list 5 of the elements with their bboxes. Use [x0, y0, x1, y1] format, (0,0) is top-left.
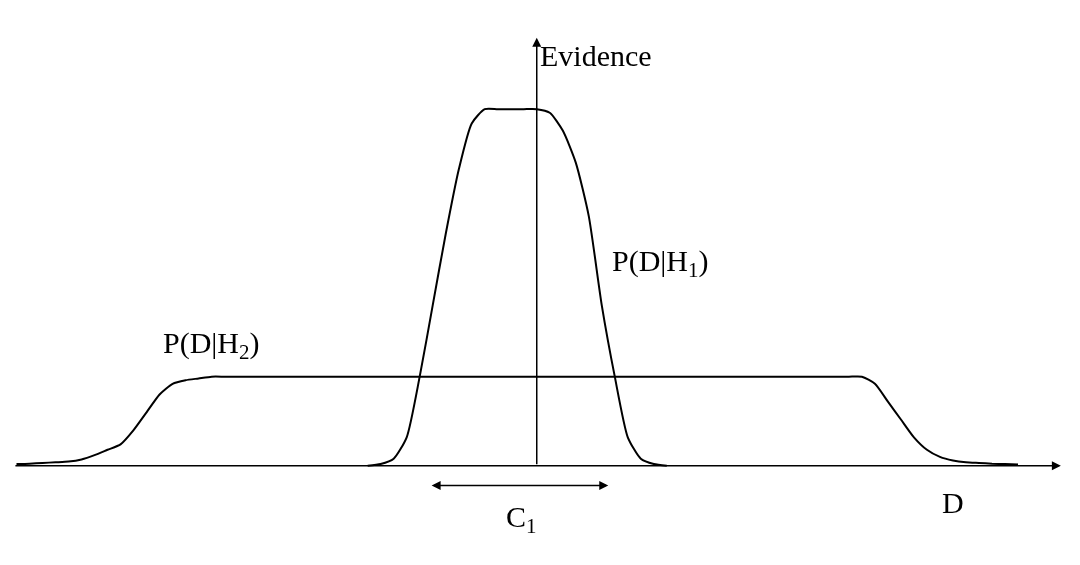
text: C$_{1}$: [506, 500, 537, 539]
y-axis-title: Evidence: [540, 39, 652, 72]
x-axis-title: D: [942, 486, 964, 519]
series-label: P(D|H$_{2}$): [163, 326, 260, 365]
series-label: P(D|H$_{1}$): [612, 244, 709, 283]
